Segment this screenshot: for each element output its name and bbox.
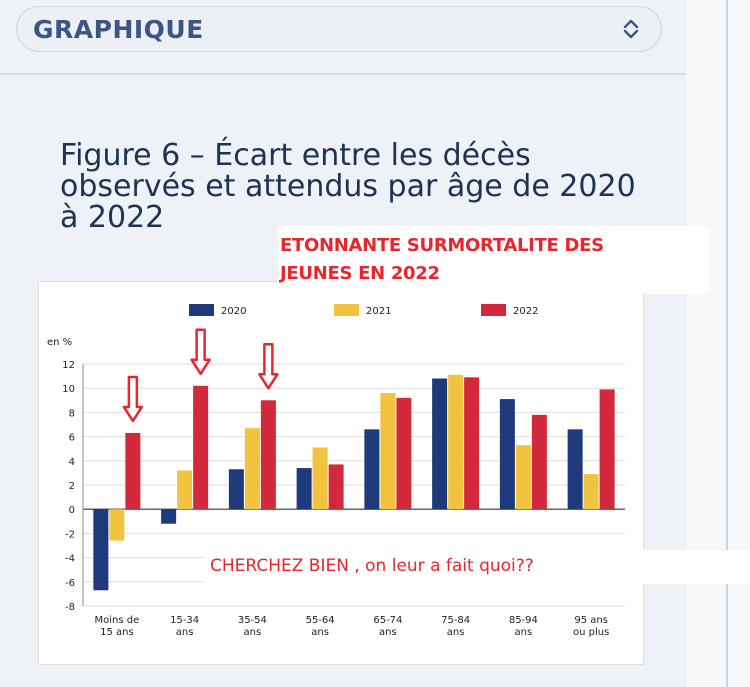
- bar: [499, 399, 515, 510]
- figure-title: Figure 6 – Écart entre les décès observé…: [60, 138, 636, 235]
- legend-swatch: [334, 304, 359, 316]
- red-down-arrow-icon: [258, 343, 279, 390]
- category-label: ans: [515, 627, 533, 638]
- y-tick-label: 8: [69, 408, 75, 419]
- bar: [380, 393, 396, 510]
- bar: [515, 445, 531, 510]
- y-tick-label: 6: [69, 433, 75, 444]
- y-tick-label: 12: [62, 360, 75, 371]
- top-annotation-line1: ETONNANTE SURMORTALITE DES: [280, 235, 604, 256]
- category-label: 65-74: [373, 615, 402, 626]
- y-tick-label: 2: [69, 481, 75, 492]
- bar: [161, 509, 177, 524]
- bar: [531, 414, 547, 510]
- section-divider: [0, 73, 686, 75]
- y-tick-label: 4: [69, 457, 75, 468]
- chart-card: 12 10 8 6 4 2 0 -2 -4 -6 -8 en % 2020 2021 2022 Moins d…: [38, 281, 644, 665]
- category-label: 15 ans: [100, 627, 134, 638]
- red-down-arrow-icon: [122, 375, 144, 423]
- graph-section-select[interactable]: GRAPHIQUE: [16, 6, 662, 52]
- legend-label: 2021: [366, 306, 391, 317]
- legend-swatch: [189, 304, 214, 316]
- bar: [328, 464, 344, 510]
- y-unit-label: en %: [47, 337, 72, 348]
- category-label: 95 ans: [574, 615, 608, 626]
- bar: [228, 469, 244, 510]
- y-tick-label: -4: [65, 554, 75, 565]
- y-tick-label: -6: [65, 578, 75, 589]
- bar: [244, 428, 260, 510]
- bar: [296, 468, 312, 510]
- bar: [177, 470, 193, 510]
- bar: [364, 429, 380, 510]
- bottom-annotation: CHERCHEZ BIEN , on leur a fait quoi??: [204, 550, 750, 584]
- red-down-arrow-icon: [190, 328, 211, 376]
- bar: [599, 389, 615, 510]
- category-label: 15-34: [170, 615, 199, 626]
- bar: [93, 509, 109, 591]
- category-label: Moins de: [94, 615, 139, 626]
- bar: [193, 385, 209, 510]
- bar: [432, 378, 448, 510]
- y-tick-label: 10: [62, 384, 75, 395]
- y-tick-label: -2: [65, 529, 75, 540]
- category-label: ans: [176, 627, 194, 638]
- category-label: ou plus: [573, 627, 609, 638]
- legend-label: 2022: [513, 306, 538, 317]
- category-label: 55-64: [306, 615, 335, 626]
- category-label: ans: [447, 627, 465, 638]
- y-tick-label: -8: [65, 602, 75, 613]
- category-label: 75-84: [441, 615, 470, 626]
- bar: [448, 374, 464, 510]
- bar: [109, 509, 125, 541]
- category-label: 35-54: [238, 615, 267, 626]
- bar: [464, 377, 480, 510]
- scroll-track: [726, 0, 728, 687]
- bar: [125, 432, 141, 510]
- category-label: ans: [244, 627, 262, 638]
- bar: [260, 400, 276, 510]
- bar: [396, 397, 412, 510]
- legend-label: 2020: [221, 306, 246, 317]
- bar: [312, 447, 328, 510]
- chevron-up-down-icon: [623, 19, 639, 39]
- top-annotation-line2: JEUNES EN 2022: [280, 263, 440, 284]
- category-label: 85-94: [509, 615, 538, 626]
- top-annotation: ETONNANTE SURMORTALITE DES JEUNES EN 202…: [278, 226, 708, 294]
- category-label: ans: [379, 627, 397, 638]
- bar: [583, 474, 599, 510]
- y-tick-label: 0: [69, 505, 75, 516]
- category-label: ans: [311, 627, 329, 638]
- page: GRAPHIQUE Figure 6 – Écart entre les déc…: [0, 6, 686, 665]
- bar-chart: 12 10 8 6 4 2 0 -2 -4 -6 -8 en % 2020 2021 2022 Moins d…: [47, 304, 625, 638]
- select-label: GRAPHIQUE: [33, 14, 204, 44]
- legend-swatch: [481, 304, 506, 316]
- bar: [567, 429, 583, 510]
